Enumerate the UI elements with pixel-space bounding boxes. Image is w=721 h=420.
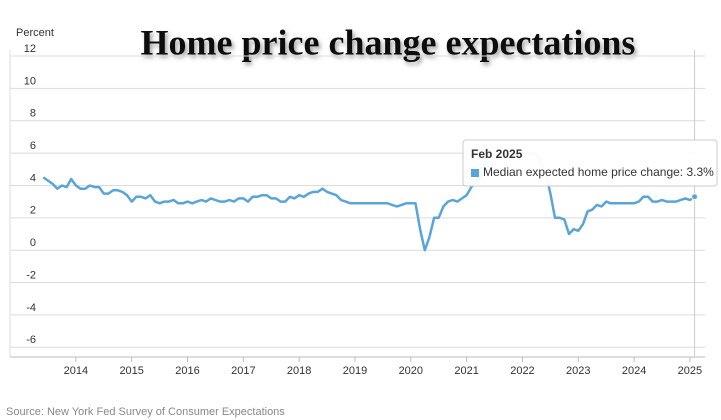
x-tick-label: 2022 bbox=[510, 365, 534, 377]
x-tick-label: 2016 bbox=[175, 365, 199, 377]
y-tick-label: 6 bbox=[30, 140, 36, 152]
tooltip-swatch bbox=[471, 169, 479, 177]
y-tick-label: 12 bbox=[24, 43, 36, 55]
hover-marker bbox=[691, 193, 699, 201]
x-tick-label: 2021 bbox=[454, 365, 478, 377]
data-line bbox=[42, 151, 696, 252]
x-tick-label: 2015 bbox=[119, 365, 143, 377]
tooltip-box bbox=[462, 139, 718, 187]
tooltip-text: Median expected home price change: 3.3% bbox=[483, 165, 714, 179]
tooltip-title: Feb 2025 bbox=[471, 147, 523, 161]
y-tick-label: -2 bbox=[26, 269, 36, 281]
source: Source: New York Fed Survey of Consumer … bbox=[6, 406, 285, 418]
x-tick-label: 2023 bbox=[566, 365, 590, 377]
x-tick-label: 2019 bbox=[343, 365, 367, 377]
x-tick-label: 2025 bbox=[678, 365, 702, 377]
y-tick-label: -6 bbox=[26, 334, 36, 346]
x-tick-label: 2014 bbox=[64, 365, 88, 377]
y-tick-label: 2 bbox=[30, 205, 36, 217]
x-tick-label: 2018 bbox=[287, 365, 311, 377]
x-tick-label: 2020 bbox=[399, 365, 423, 377]
y-tick-label: 10 bbox=[24, 75, 36, 87]
y-tick-label: 4 bbox=[30, 172, 36, 184]
x-tick-label: 2017 bbox=[231, 365, 255, 377]
y-tick-label: 8 bbox=[30, 108, 36, 120]
y-axis-label: Percent bbox=[16, 27, 54, 39]
y-tick-label: -4 bbox=[26, 302, 36, 314]
x-tick-label: 2024 bbox=[622, 365, 646, 377]
y-tick-label: 0 bbox=[30, 237, 36, 249]
